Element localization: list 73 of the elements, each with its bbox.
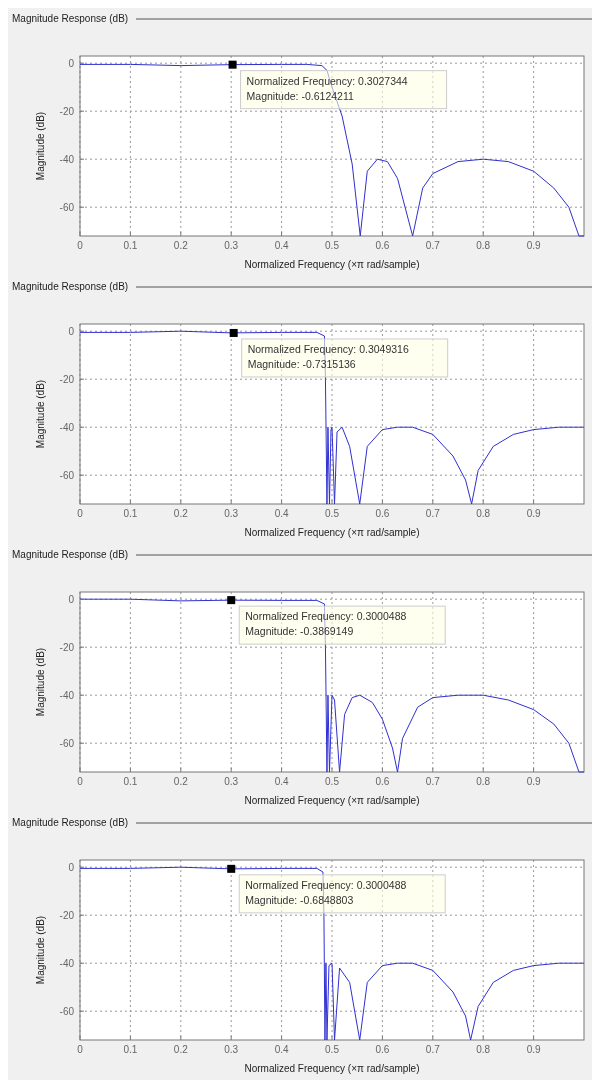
x-tick-label: 0.4	[274, 1044, 289, 1055]
y-axis-title: Magnitude (dB)	[35, 379, 46, 449]
x-axis-title: Normalized Frequency (×π rad/sample)	[244, 259, 420, 270]
y-tick-label: -20	[59, 909, 75, 921]
x-tick-label: 0	[77, 240, 84, 251]
x-tick-label: 0.6	[375, 1044, 390, 1055]
chart-title: Magnitude Response (dB)	[12, 281, 129, 292]
x-tick-label: 0.8	[476, 1044, 491, 1055]
x-tick-label: 0.9	[526, 240, 541, 251]
y-axis-title: Magnitude (dB)	[35, 915, 46, 985]
x-tick-label: 0.3	[224, 508, 239, 519]
x-tick-label: 0.6	[375, 508, 390, 519]
x-tick-label: 0.5	[325, 776, 340, 787]
x-tick-label: 0.2	[173, 240, 189, 251]
x-axis-title: Normalized Frequency (×π rad/sample)	[244, 795, 420, 806]
x-tick-label: 0.5	[325, 508, 340, 519]
x-tick-label: 0.7	[425, 240, 441, 251]
y-tick-label: -60	[59, 737, 75, 749]
y-tick-label: -60	[59, 469, 75, 481]
annotation: Normalized Frequency: 0.3000488 Magnitude: -0.3869149	[245, 610, 407, 638]
x-tick-label: 0.8	[476, 508, 491, 519]
chart-title: Magnitude Response (dB)	[12, 817, 129, 828]
x-tick-label: 0.1	[123, 240, 138, 251]
x-tick-label: 0.4	[274, 776, 289, 787]
x-tick-label: 0.8	[476, 776, 491, 787]
x-tick-label: 0	[77, 776, 84, 787]
x-tick-label: 0.2	[173, 508, 189, 519]
x-tick-label: 0.3	[224, 1044, 239, 1055]
x-tick-label: 0.1	[123, 776, 138, 787]
x-tick-label: 0.2	[173, 1044, 189, 1055]
y-tick-label: -20	[59, 373, 75, 385]
x-tick-label: 0.7	[425, 508, 441, 519]
x-axis-title: Normalized Frequency (×π rad/sample)	[244, 1063, 420, 1074]
annotation: Normalized Frequency: 0.3027344 Magnitude: -0.6124211	[246, 74, 408, 102]
y-tick-label: -60	[59, 1005, 75, 1017]
x-axis-title: Normalized Frequency (×π rad/sample)	[244, 527, 420, 538]
x-tick-label: 0.8	[476, 240, 491, 251]
x-tick-label: 0	[77, 508, 84, 519]
y-tick-label: 0	[68, 57, 75, 69]
y-tick-label: -40	[59, 957, 75, 969]
y-tick-label: 0	[68, 593, 75, 605]
y-tick-label: -40	[59, 421, 75, 433]
x-tick-label: 0.7	[425, 776, 441, 787]
y-tick-label: 0	[68, 861, 75, 873]
y-tick-label: -20	[59, 105, 75, 117]
annotation: Normalized Frequency: 0.3049316 Magnitude: -0.7315136	[247, 342, 409, 370]
y-tick-label: -40	[59, 689, 75, 701]
x-tick-label: 0.6	[375, 776, 390, 787]
y-tick-label: 0	[68, 325, 75, 337]
x-tick-label: 0.9	[526, 1044, 541, 1055]
x-tick-label: 0.3	[224, 776, 239, 787]
x-tick-label: 0.5	[325, 1044, 340, 1055]
x-tick-label: 0.5	[325, 240, 340, 251]
annotation: Normalized Frequency: 0.3000488 Magnitude: -0.6848803	[245, 878, 407, 906]
x-tick-label: 0.9	[526, 508, 541, 519]
x-tick-label: 0.1	[123, 508, 138, 519]
y-tick-label: -60	[59, 201, 75, 213]
x-tick-label: 0.6	[375, 240, 390, 251]
y-axis-title: Magnitude (dB)	[35, 111, 46, 181]
x-tick-label: 0.1	[123, 1044, 138, 1055]
y-axis-title: Magnitude (dB)	[35, 647, 46, 717]
chart-title: Magnitude Response (dB)	[12, 549, 129, 560]
x-tick-label: 0.4	[274, 508, 289, 519]
y-tick-label: -20	[59, 641, 75, 653]
x-tick-label: 0.7	[425, 1044, 441, 1055]
x-tick-label: 0.4	[274, 240, 289, 251]
y-tick-label: -40	[59, 153, 75, 165]
x-tick-label: 0.2	[173, 776, 189, 787]
x-tick-label: 0	[77, 1044, 84, 1055]
x-tick-label: 0.9	[526, 776, 541, 787]
line-series	[79, 330, 585, 505]
chart-title: Magnitude Response (dB)	[12, 13, 129, 24]
x-tick-label: 0.3	[224, 240, 239, 251]
